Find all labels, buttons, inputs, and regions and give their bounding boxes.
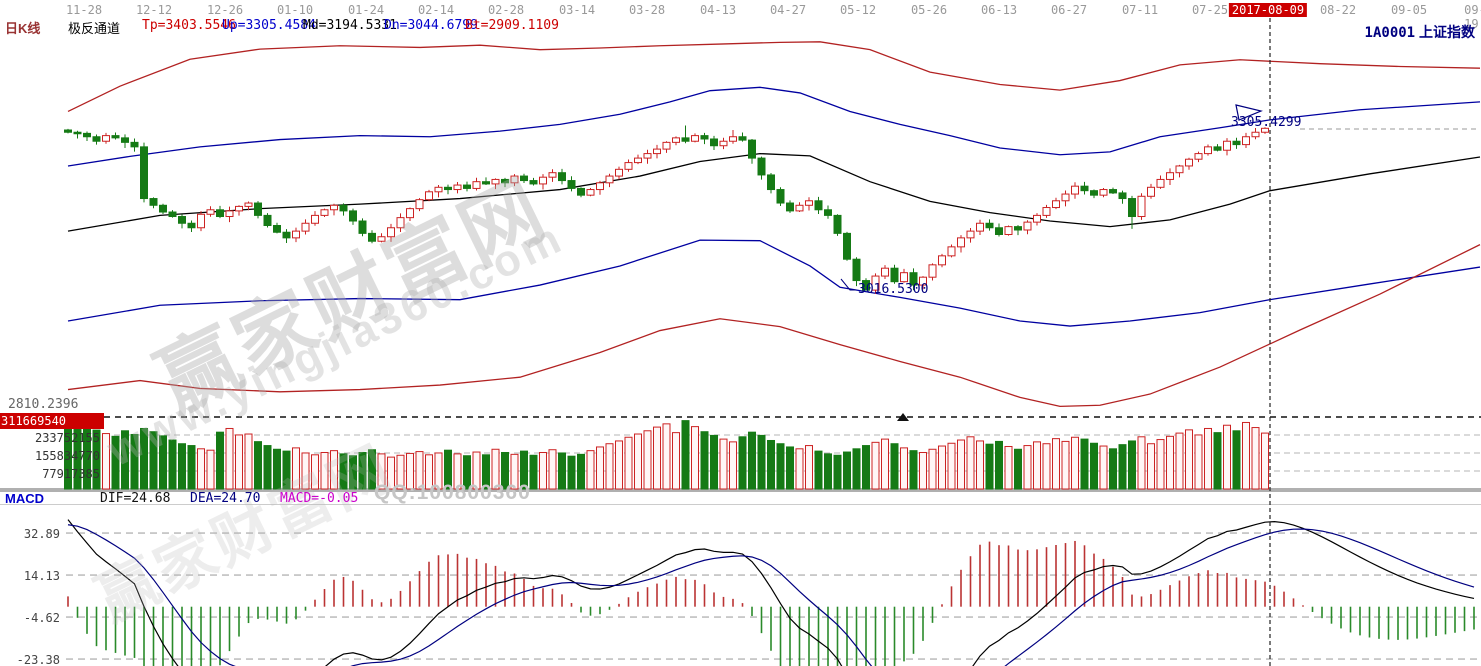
channel-up-value: Up=3305.4584 xyxy=(222,18,316,33)
volume-axis-label-4: 77917385 xyxy=(42,467,100,481)
date-label: 08-22 xyxy=(1319,3,1357,17)
channel-md-value: Md=3194.5331 xyxy=(303,18,397,33)
macd-axis-label-1: 32.89 xyxy=(23,527,60,541)
macd-layer xyxy=(66,519,1481,666)
date-label: 02-28 xyxy=(487,3,525,17)
date-label: 01-24 xyxy=(347,3,385,17)
macd-axis-label-3: -4.62 xyxy=(23,611,60,625)
channel-indicator-label[interactable]: 极反通道 xyxy=(68,21,121,36)
volume-macd-separator xyxy=(0,488,1481,492)
date-label: 04-13 xyxy=(699,3,737,17)
date-label: 01-10 xyxy=(276,3,314,17)
price-axis-min-label: 2810.2396 xyxy=(8,397,79,412)
macd-axis-label-2: 14.13 xyxy=(23,569,60,583)
date-label-highlighted: 2017-08-09 xyxy=(1228,3,1308,17)
date-label: 12-12 xyxy=(135,3,173,17)
last-price-annotation: 3305.4299 xyxy=(1231,115,1301,130)
candlestick-series xyxy=(64,125,1269,294)
channel-flag-marker xyxy=(1235,104,1263,121)
date-label: 09-05 xyxy=(1390,3,1428,17)
volume-peak-marker xyxy=(897,413,909,421)
date-label: 12-26 xyxy=(206,3,244,17)
main-chart-layer xyxy=(67,41,1481,408)
macd-axis-label-4: -23.38 xyxy=(16,653,60,666)
channel-tp-value: Tp=3403.5546 xyxy=(142,18,236,33)
low-price-annotation: 3016.5300 xyxy=(858,282,928,297)
macd-dea-value: DEA=24.70 xyxy=(190,491,261,506)
date-label: 09-19 xyxy=(1464,3,1481,31)
symbol-code: 1A0001 xyxy=(1364,25,1416,41)
kline-type-label: 日K线 xyxy=(5,21,41,36)
date-label: 07-25 xyxy=(1191,3,1229,17)
date-label: 04-27 xyxy=(769,3,807,17)
volume-current-label: 311669540 xyxy=(0,413,104,429)
date-label: 05-12 xyxy=(839,3,877,17)
symbol-name: 上证指数 xyxy=(1419,24,1475,40)
macd-dif-value: DIF=24.68 xyxy=(100,491,171,506)
date-label: 07-11 xyxy=(1121,3,1159,17)
date-label: 02-14 xyxy=(417,3,455,17)
symbol-label[interactable]: 1A0001 上证指数 xyxy=(1365,22,1475,42)
macd-dea-line xyxy=(67,524,1475,666)
volume-axis-label-2: 233752155 xyxy=(34,431,100,445)
macd-dif-line xyxy=(67,519,1475,666)
macd-macd-value: MACD=-0.05 xyxy=(280,491,359,506)
channel-bt-value: Bt=2909.1109 xyxy=(465,18,559,33)
watermark-qq: QQ:100800360 xyxy=(374,481,531,504)
date-label: 05-26 xyxy=(910,3,948,17)
date-label: 06-13 xyxy=(980,3,1018,17)
date-label: 06-27 xyxy=(1050,3,1088,17)
macd-panel-title[interactable]: MACD xyxy=(5,491,44,506)
date-label: 03-14 xyxy=(558,3,596,17)
channel-dn-value: Dn=3044.6799 xyxy=(384,18,478,33)
volume-axis-label-3: 155834770 xyxy=(34,449,100,463)
volume-layer xyxy=(64,413,1481,490)
date-label: 11-28 xyxy=(65,3,103,17)
date-label: 03-28 xyxy=(628,3,666,17)
